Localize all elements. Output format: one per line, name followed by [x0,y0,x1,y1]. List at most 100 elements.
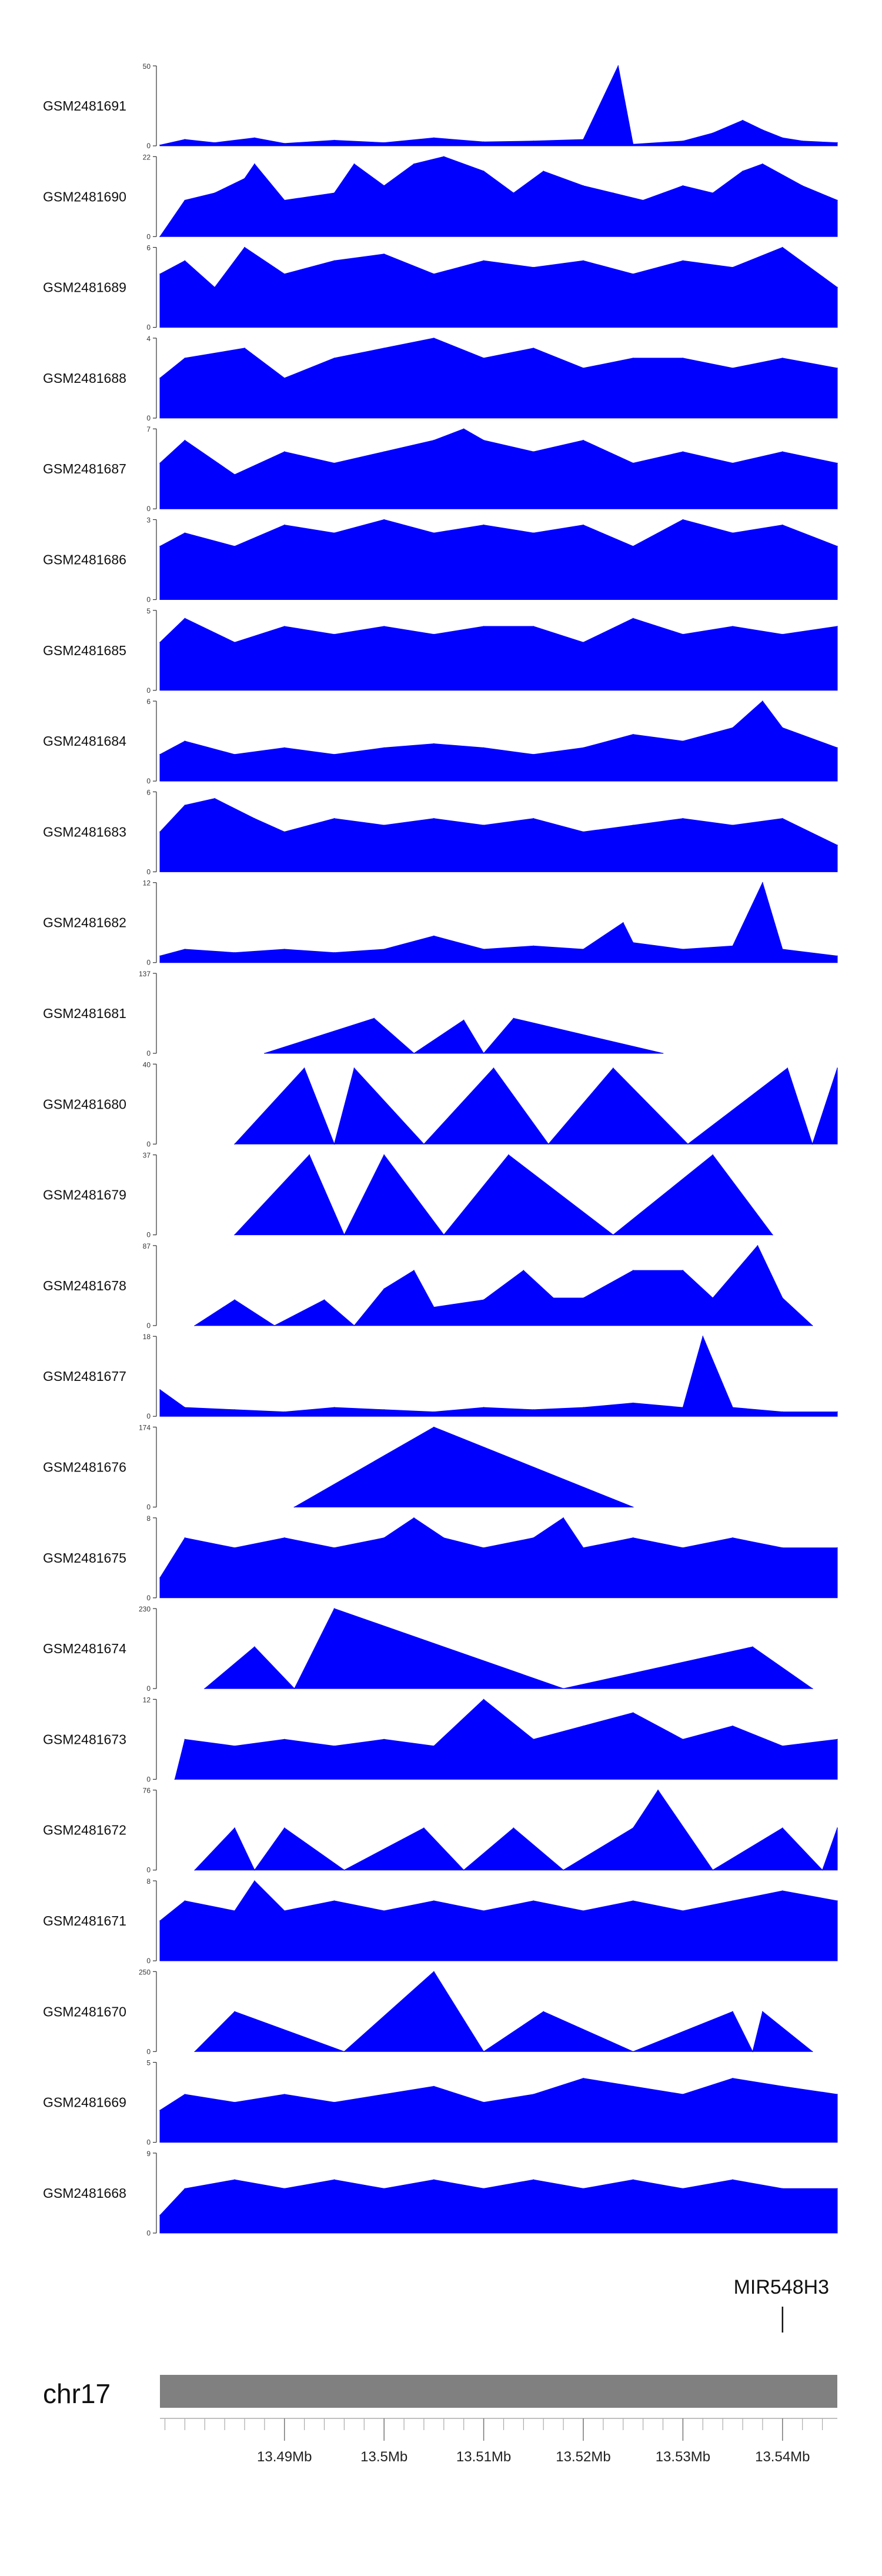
data-point-2 [234,1409,235,1410]
data-point-5 [383,519,385,520]
data-point-8 [752,2051,753,2053]
data-point-14 [712,1297,713,1299]
signal-area [159,65,838,146]
data-point-5 [383,1537,385,1539]
data-point-9 [533,451,534,452]
data-point-6 [463,1869,465,1871]
data-point-7 [483,524,485,526]
data-point-8 [533,532,534,533]
y-tick-label-min: 0 [146,2138,151,2147]
data-point-12 [682,817,684,819]
signal-area [194,1789,838,1871]
y-tick-label-max: 6 [146,698,151,706]
data-point-11 [632,1900,634,1901]
data-point-11 [632,273,634,275]
data-point-3 [284,2094,285,2095]
data-point-1 [184,1537,186,1539]
data-point-6 [811,1688,813,1689]
data-point-4 [333,532,335,533]
data-point-14 [837,546,838,547]
data-point-14 [732,1537,733,1539]
data-point-1 [184,358,186,359]
data-point-12 [632,1270,634,1271]
data-point-13 [782,633,783,635]
data-point-14 [837,2094,838,2095]
signal-area [203,1608,814,1689]
track-GSM2481668: GSM2481668 9 0 [43,2150,838,2237]
y-tick-label-min: 0 [146,686,151,695]
track-label: GSM2481687 [43,461,126,476]
track-GSM2481682: GSM2481682 12 0 [43,879,838,967]
track-GSM2481686: GSM2481686 3 0 [43,516,838,604]
data-point-5 [333,260,335,262]
data-point-2 [343,2051,345,2053]
genome-tick-label: 13.5Mb [360,2449,407,2465]
data-point-7 [732,2011,733,2013]
data-point-6 [433,1411,435,1413]
track-GSM2481674: GSM2481674 230 0 [43,1605,814,1693]
data-point-21 [801,185,803,186]
data-point-8 [483,1299,485,1300]
data-point-12 [513,192,514,193]
data-point-22 [837,199,838,201]
track-GSM2481677: GSM2481677 18 0 [43,1333,838,1420]
data-point-12 [682,451,684,452]
data-point-17 [811,1325,813,1326]
data-point-6 [662,1053,664,1054]
data-point-0 [174,1778,176,1780]
data-point-3 [323,1299,325,1300]
data-point-2 [214,192,216,193]
data-point-14 [583,185,584,186]
data-point-5 [284,199,285,201]
data-point-14 [837,626,838,627]
data-point-13 [782,524,783,526]
data-point-0 [159,1577,161,1579]
data-point-3 [284,1411,285,1413]
data-point-13 [732,945,733,947]
data-point-11 [632,825,634,826]
data-point-11 [632,462,634,464]
track-GSM2481671: GSM2481671 8 0 [43,1877,838,1965]
data-point-10 [632,2086,634,2087]
data-point-9 [583,368,584,369]
data-point-15 [837,747,838,749]
genome-tick-label: 13.51Mb [456,2449,511,2465]
data-point-1 [184,949,186,950]
track-GSM2481669: GSM2481669 5 0 [43,2059,838,2147]
data-point-6 [433,1745,435,1747]
genome-tick-label: 13.52Mb [556,2449,610,2465]
y-tick-label-max: 174 [139,1424,151,1432]
track-label: GSM2481683 [43,824,126,839]
track-GSM2481688: GSM2481688 4 0 [43,335,838,422]
data-point-2 [274,1325,275,1326]
data-point-0 [159,955,161,957]
data-point-15 [837,462,838,464]
y-tick-label-min: 0 [146,505,151,513]
data-point-12 [682,1910,684,1911]
data-point-1 [184,139,186,140]
data-point-16 [837,955,838,957]
y-tick-label-max: 5 [146,607,151,615]
track-GSM2481685: GSM2481685 5 0 [43,607,838,695]
data-point-2 [234,952,235,953]
y-tick-label-min: 0 [146,1866,151,1874]
data-point-10 [583,139,584,140]
data-point-12 [732,727,733,729]
data-point-0 [194,1325,196,1326]
data-point-0 [159,2214,161,2216]
data-point-2 [343,1234,345,1236]
y-tick-label-min: 0 [146,232,151,241]
data-point-14 [837,1827,838,1828]
signal-area [264,1017,663,1054]
data-point-13 [682,1270,684,1271]
data-point-8 [483,439,485,441]
data-point-8 [483,1910,485,1911]
data-point-8 [533,754,534,755]
track-GSM2481684: GSM2481684 6 0 [43,698,838,785]
data-point-6 [433,633,435,635]
track-GSM2481680: GSM2481680 40 0 [43,1060,838,1148]
data-point-10 [632,2179,634,2180]
data-point-6 [433,532,435,533]
data-point-13 [782,1745,783,1747]
data-point-0 [194,1869,196,1871]
